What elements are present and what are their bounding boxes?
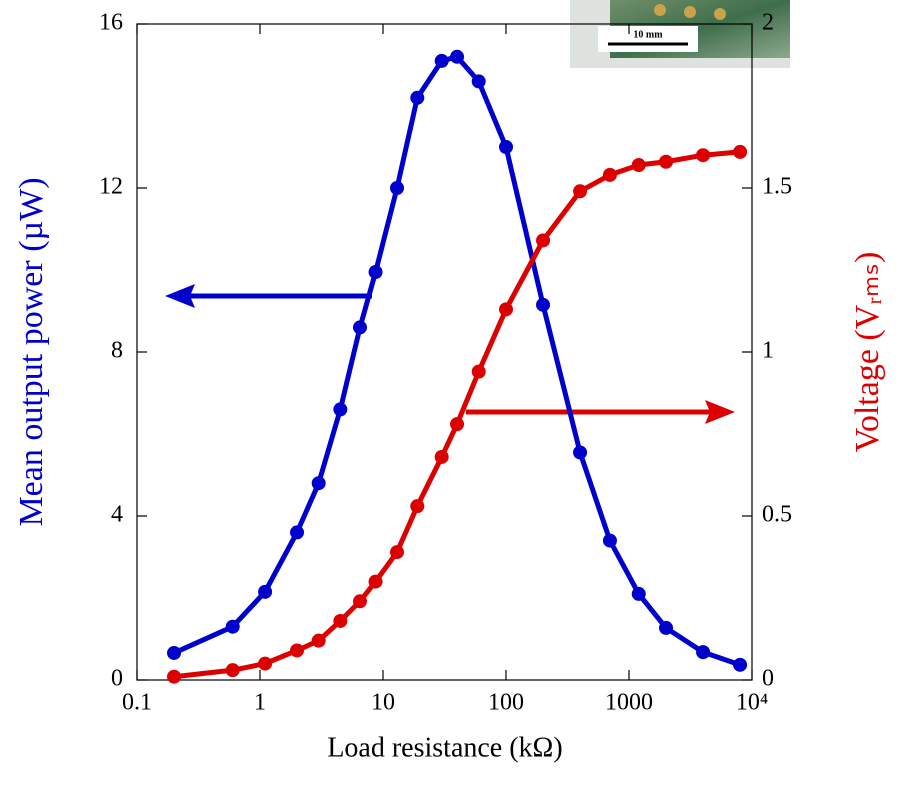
y-tick-label: 8 — [111, 338, 123, 364]
data-point — [573, 445, 588, 460]
scale-bar-label: 10 mm — [633, 29, 663, 40]
data-point — [499, 140, 513, 154]
data-point — [471, 74, 486, 89]
data-point — [352, 594, 367, 609]
x-tick-label: 10 — [371, 690, 395, 716]
data-point — [390, 545, 405, 560]
data-point — [352, 320, 367, 335]
plot-frame — [136, 23, 753, 681]
y-tick-label: 12 — [99, 174, 123, 200]
data-point — [696, 148, 711, 163]
inset-photo: 10 mm — [570, 0, 790, 68]
data-point — [311, 633, 326, 648]
x-tick-label: 100 — [488, 690, 524, 716]
data-point — [390, 181, 405, 195]
y-tick-label: 16 — [99, 10, 123, 36]
data-point — [602, 167, 617, 182]
data-point — [290, 525, 305, 540]
data-point — [573, 184, 588, 199]
x-tick-label: 0.1 — [122, 690, 152, 716]
x-tick-label: 10⁴ — [736, 690, 768, 716]
x-tick-label: 1 — [254, 690, 266, 716]
y-tick-label: 4 — [111, 502, 123, 528]
data-point — [290, 643, 305, 658]
data-point — [499, 302, 513, 317]
data-point — [410, 499, 425, 514]
y2-axis-label: Voltage (Vᵣₘₛ) — [849, 252, 886, 453]
data-point — [167, 669, 182, 684]
y2-tick-label: 2 — [762, 10, 774, 36]
data-point — [631, 586, 646, 601]
y2-tick-label: 0.5 — [762, 502, 792, 528]
annotation-arrows — [165, 284, 735, 424]
data-point — [410, 90, 425, 105]
data-point — [659, 620, 674, 635]
data-point — [368, 574, 383, 589]
data-point — [450, 49, 465, 64]
data-point — [536, 233, 551, 248]
data-point — [311, 476, 326, 491]
data-point — [225, 619, 240, 634]
data-point — [631, 158, 646, 173]
data-point — [450, 417, 465, 432]
data-point — [333, 613, 348, 628]
data-point — [434, 53, 449, 68]
data-point — [434, 449, 449, 464]
data-point — [536, 297, 551, 312]
data-point — [733, 144, 748, 159]
data-point — [258, 656, 273, 671]
series-line — [173, 54, 741, 668]
data-point — [225, 663, 240, 678]
data-point — [471, 364, 486, 379]
data-point — [368, 265, 383, 280]
y-axis-label: Mean output power (µW) — [13, 177, 50, 526]
data-point — [167, 645, 182, 660]
data-point — [602, 533, 617, 548]
y2-tick-label: 1.5 — [762, 174, 792, 200]
data-point — [258, 584, 273, 599]
y2-tick-label: 1 — [762, 338, 774, 364]
data-point — [659, 154, 674, 169]
x-tick-label: 1000 — [605, 690, 653, 716]
x-axis-label: Load resistance (kΩ) — [327, 732, 562, 763]
data-point — [696, 645, 711, 660]
data-point — [333, 402, 348, 417]
y-tick-label: 0 — [111, 666, 123, 692]
y2-tick-label: 0 — [762, 666, 774, 692]
data-point — [733, 657, 748, 672]
